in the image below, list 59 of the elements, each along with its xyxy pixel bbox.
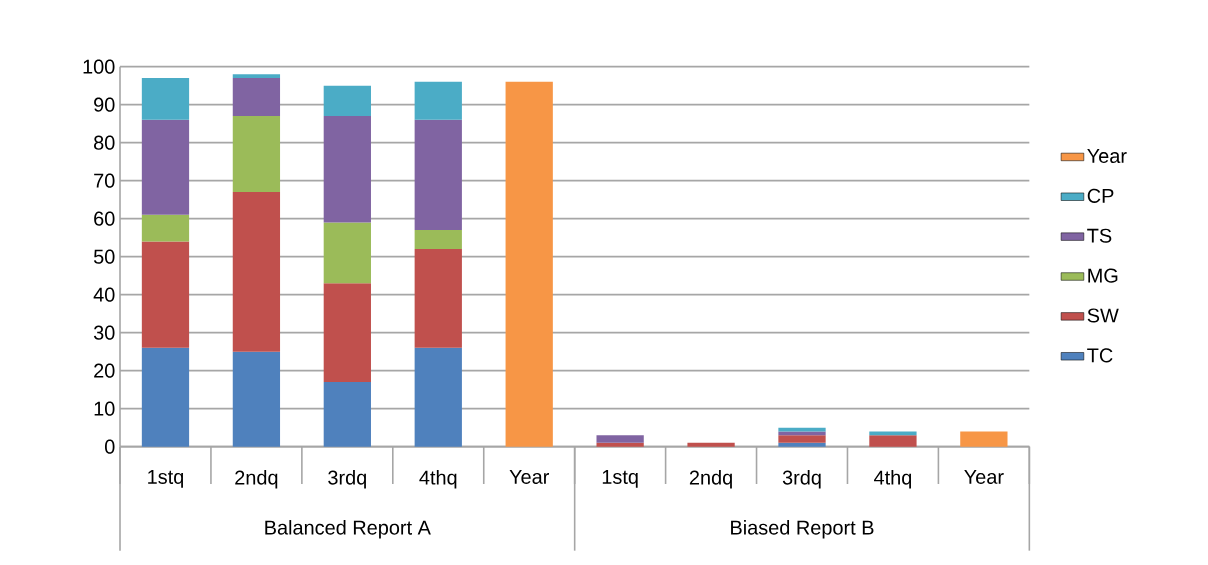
x-tick-label: 4thq	[419, 469, 457, 489]
x-tick-label: 2ndq	[235, 469, 278, 489]
bar	[232, 191, 281, 352]
y-tick-label: 80	[94, 135, 115, 150]
bar	[869, 431, 917, 436]
y-tick-label: 100	[83, 59, 115, 74]
y-tick-label: 50	[93, 249, 115, 264]
bar	[414, 229, 462, 249]
x-tick-label: 2ndq	[689, 469, 732, 489]
bar	[141, 119, 190, 215]
bar	[869, 435, 917, 447]
bar	[778, 442, 826, 447]
x-tick-label: 3rdq	[782, 469, 821, 489]
bar	[687, 442, 735, 447]
legend-label: TC	[1087, 348, 1113, 363]
bar	[414, 347, 462, 447]
y-tick-label: 40	[93, 287, 115, 302]
x-tick-label: 1stq	[602, 469, 638, 488]
y-tick-label: 60	[94, 211, 115, 226]
bar	[323, 381, 371, 447]
bar	[778, 431, 826, 436]
bar	[141, 241, 190, 348]
y-tick-label: 0	[105, 439, 115, 454]
x-tick-label: 4thq	[874, 469, 912, 489]
legend-label: Year	[1087, 148, 1127, 163]
bar	[232, 351, 281, 447]
y-tick-label: 10	[94, 401, 115, 416]
y-tick-label: 30	[93, 325, 115, 340]
bar	[232, 77, 281, 116]
x-tick-label: 3rdq	[328, 469, 366, 489]
bar	[596, 442, 644, 447]
text: Biased Report B	[731, 519, 874, 539]
legend-label: TS	[1087, 228, 1112, 243]
bar	[960, 431, 1008, 447]
text: Balanced Report A	[265, 519, 431, 539]
bar	[232, 74, 281, 78]
bar	[778, 435, 826, 443]
bar	[323, 85, 371, 116]
x-tick-label: Year	[964, 469, 1004, 484]
bar	[323, 222, 371, 284]
bar	[323, 283, 371, 382]
bar	[323, 115, 371, 223]
y-tick-label: 70	[94, 173, 115, 188]
legend-label: SW	[1087, 308, 1119, 323]
bar	[141, 347, 190, 447]
bar	[505, 81, 553, 447]
y-tick-label: 20	[94, 363, 115, 378]
bar	[414, 248, 462, 348]
bar	[141, 77, 190, 120]
bar	[232, 115, 281, 192]
bar	[414, 119, 462, 230]
y-tick-label: 90	[94, 97, 115, 112]
legend-label: MG	[1088, 268, 1118, 283]
x-tick-label: 1stq	[148, 469, 184, 488]
legend-label: CP	[1087, 188, 1114, 203]
bar	[414, 81, 462, 120]
x-tick-label: Year	[509, 469, 549, 484]
bar	[141, 214, 190, 242]
bar	[596, 435, 644, 443]
